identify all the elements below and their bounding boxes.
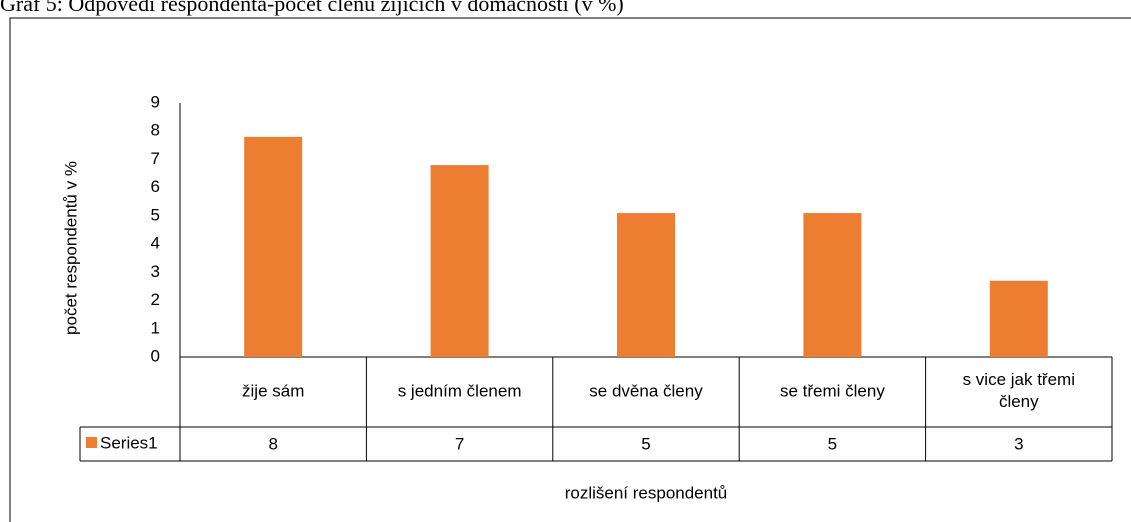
chart-title: Graf 5: Odpovědi respondenta-počet členů… — [0, 0, 624, 16]
x-tick-label: s jedním členem — [398, 381, 522, 400]
x-tick-label: se dvěna členy — [589, 381, 703, 400]
bar — [430, 165, 489, 357]
y-tick-label: 6 — [151, 177, 160, 196]
y-axis-label: počet respondentů v % — [61, 161, 80, 335]
y-tick-label: 2 — [151, 290, 160, 309]
legend-swatch — [86, 437, 97, 448]
y-tick-label: 1 — [151, 318, 160, 337]
data-label: 5 — [641, 434, 650, 453]
y-tick-label: 5 — [151, 205, 160, 224]
data-label: 5 — [828, 434, 837, 453]
y-tick-label: 8 — [151, 121, 160, 140]
bar — [617, 213, 675, 357]
data-label: 7 — [455, 434, 464, 453]
x-axis-label: rozlišení respondentů — [565, 483, 728, 502]
x-tick-label: s vice jak třemi členy — [963, 370, 1075, 411]
y-tick-label: 7 — [151, 149, 160, 168]
chart-border — [9, 17, 1131, 522]
bar — [989, 280, 1048, 357]
y-tick-label: 9 — [151, 92, 160, 111]
bar — [803, 213, 862, 357]
y-tick-label: 3 — [151, 262, 160, 281]
x-tick-label: žije sám — [242, 381, 304, 400]
bar — [244, 136, 303, 357]
data-label: 8 — [268, 434, 277, 453]
x-tick-label: se třemi členy — [780, 381, 885, 400]
legend-label: Series1 — [100, 433, 158, 452]
data-label: 3 — [1014, 434, 1023, 453]
y-tick-label: 0 — [151, 346, 160, 365]
y-tick-label: 4 — [151, 234, 160, 253]
